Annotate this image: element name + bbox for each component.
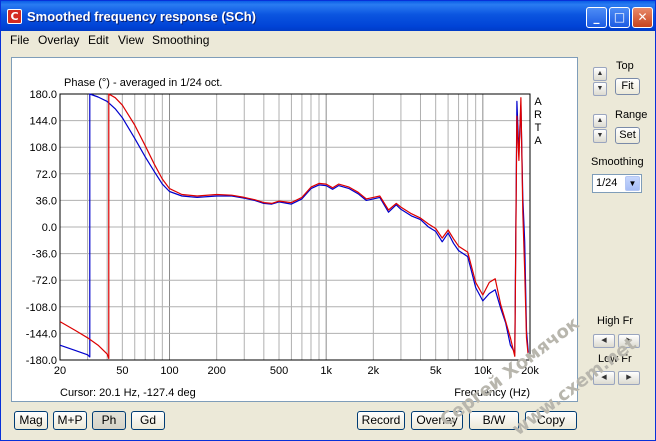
bw-button[interactable]: B/W <box>469 411 519 430</box>
menu-view[interactable]: View <box>118 33 144 47</box>
chevron-down-icon[interactable]: ▼ <box>625 176 640 191</box>
menu-smoothing[interactable]: Smoothing <box>152 33 210 47</box>
phase-series-line-1 <box>59 93 529 358</box>
x-tick-label: 2k <box>368 365 380 377</box>
fit-button[interactable]: Fit <box>615 78 640 95</box>
smoothing-value: 1/24 <box>596 177 618 189</box>
phase-series-line-2 <box>59 93 529 360</box>
arta-letter: A <box>534 135 542 147</box>
low-fr-left-icon[interactable]: ◀ <box>593 371 615 385</box>
top-label: Top <box>616 60 634 72</box>
x-tick-label: 100 <box>160 365 178 377</box>
x-tick-label: 50 <box>116 365 128 377</box>
range-up-icon[interactable]: ▲ <box>593 114 607 128</box>
low-fr-label: Low Fr <box>598 353 632 365</box>
maximize-button[interactable]: □ <box>609 7 630 28</box>
x-tick-label: 200 <box>207 365 225 377</box>
y-tick-label: 108.0 <box>29 142 57 154</box>
x-tick-label: 500 <box>270 365 288 377</box>
cursor-readout: Cursor: 20.1 Hz, -127.4 deg <box>60 387 196 399</box>
x-tick-label: 20 <box>54 365 66 377</box>
y-tick-label: 144.0 <box>29 116 57 128</box>
y-tick-label: 36.0 <box>36 195 57 207</box>
x-tick-label: 5k <box>430 365 442 377</box>
y-tick-label: 0.0 <box>42 222 57 234</box>
set-button[interactable]: Set <box>615 127 640 144</box>
title-bar[interactable]: C Smoothed frequency response (SCh) _ □ … <box>1 1 655 31</box>
record-button[interactable]: Record <box>357 411 405 430</box>
x-tick-label: 20k <box>521 365 539 377</box>
window-title: Smoothed frequency response (SCh) <box>27 9 256 24</box>
top-up-icon[interactable]: ▲ <box>593 67 607 81</box>
ph-button[interactable]: Ph <box>92 411 126 430</box>
chart-title: Phase (°) - averaged in 1/24 oct. <box>64 77 223 89</box>
x-tick-label: 10k <box>474 365 492 377</box>
menu-overlay[interactable]: Overlay <box>38 33 80 47</box>
menu-edit[interactable]: Edit <box>88 33 109 47</box>
app-icon[interactable]: C <box>7 9 22 24</box>
mag-button[interactable]: Mag <box>14 411 48 430</box>
low-fr-right-icon[interactable]: ▶ <box>618 371 640 385</box>
m-plus-p-button[interactable]: M+P <box>53 411 87 430</box>
phase-chart[interactable]: 180.0 144.0 108.0 72.0 36.0 0.0 -36.0 -72.0 -108… <box>12 58 577 401</box>
arta-letter: T <box>535 122 542 134</box>
y-tick-label: -72.0 <box>32 275 57 287</box>
minimize-button[interactable]: _ <box>586 7 607 28</box>
menu-file[interactable]: File <box>10 33 30 47</box>
y-tick-label: 72.0 <box>36 169 57 181</box>
y-tick-label: -180.0 <box>26 355 57 367</box>
smoothing-label: Smoothing <box>591 156 644 168</box>
arta-letter: A <box>534 96 542 108</box>
y-tick-label: 180.0 <box>29 89 57 101</box>
y-tick-label: -144.0 <box>26 328 57 340</box>
copy-button[interactable]: Copy <box>525 411 577 430</box>
x-axis-label: Frequency (Hz) <box>454 387 530 399</box>
y-tick-label: -108.0 <box>26 302 57 314</box>
plot-area[interactable]: 180.0 144.0 108.0 72.0 36.0 0.0 -36.0 -72.0 -108… <box>11 57 578 402</box>
arta-letter: R <box>534 109 542 121</box>
y-tick-label: -36.0 <box>32 249 57 261</box>
close-button[interactable]: ✕ <box>632 7 653 28</box>
smoothing-select[interactable]: 1/24 ▼ <box>592 174 642 193</box>
top-down-icon[interactable]: ▼ <box>593 82 607 96</box>
gd-button[interactable]: Gd <box>131 411 165 430</box>
high-fr-left-icon[interactable]: ◀ <box>593 334 615 348</box>
range-down-icon[interactable]: ▼ <box>593 129 607 143</box>
high-fr-right-icon[interactable]: ▶ <box>618 334 640 348</box>
menu-bar: File Overlay Edit View Smoothing <box>1 31 655 50</box>
high-fr-label: High Fr <box>597 315 634 327</box>
x-tick-label: 1k <box>320 365 332 377</box>
plot-frame-border <box>59 93 531 361</box>
range-label: Range <box>615 109 648 121</box>
overlay-button[interactable]: Overlay <box>411 411 463 430</box>
